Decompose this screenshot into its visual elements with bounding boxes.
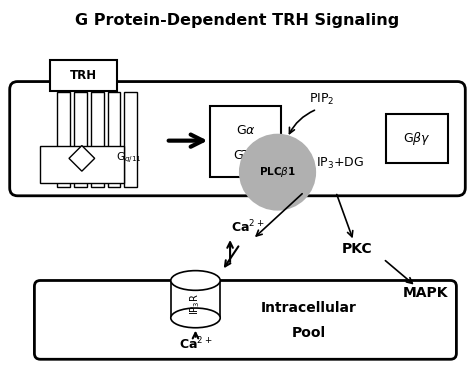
Ellipse shape — [171, 270, 220, 290]
Text: G$_{q/11}$: G$_{q/11}$ — [117, 150, 142, 165]
FancyBboxPatch shape — [35, 280, 456, 359]
Text: GTP: GTP — [234, 149, 258, 162]
Text: G$\beta\gamma$: G$\beta\gamma$ — [403, 130, 431, 147]
Bar — [57, 92, 70, 187]
Text: PKC: PKC — [341, 242, 372, 256]
Text: TRH: TRH — [70, 69, 97, 82]
Bar — [108, 92, 120, 187]
Bar — [171, 280, 220, 318]
Ellipse shape — [171, 308, 220, 328]
Bar — [40, 146, 124, 183]
Circle shape — [240, 135, 315, 210]
Text: Ca$^{2+}$: Ca$^{2+}$ — [179, 336, 212, 353]
Text: G$\alpha$: G$\alpha$ — [236, 124, 256, 137]
Bar — [386, 114, 447, 163]
Text: Ca$^{2+}$: Ca$^{2+}$ — [231, 219, 264, 235]
Bar — [124, 92, 137, 187]
Polygon shape — [69, 146, 95, 171]
Bar — [50, 60, 118, 91]
Bar — [210, 106, 282, 177]
Bar — [74, 92, 87, 187]
Bar — [91, 92, 104, 187]
Text: MAPK: MAPK — [403, 286, 448, 300]
Text: PLC$\beta$1: PLC$\beta$1 — [259, 165, 296, 179]
Text: Intracellular: Intracellular — [261, 301, 357, 315]
Text: IP$_3$R: IP$_3$R — [189, 293, 202, 315]
FancyBboxPatch shape — [9, 81, 465, 196]
Text: G Protein-Dependent TRH Signaling: G Protein-Dependent TRH Signaling — [75, 13, 399, 28]
Text: PIP$_2$: PIP$_2$ — [309, 92, 335, 107]
Text: Pool: Pool — [292, 326, 326, 340]
Text: IP$_3$+DG: IP$_3$+DG — [316, 156, 364, 171]
